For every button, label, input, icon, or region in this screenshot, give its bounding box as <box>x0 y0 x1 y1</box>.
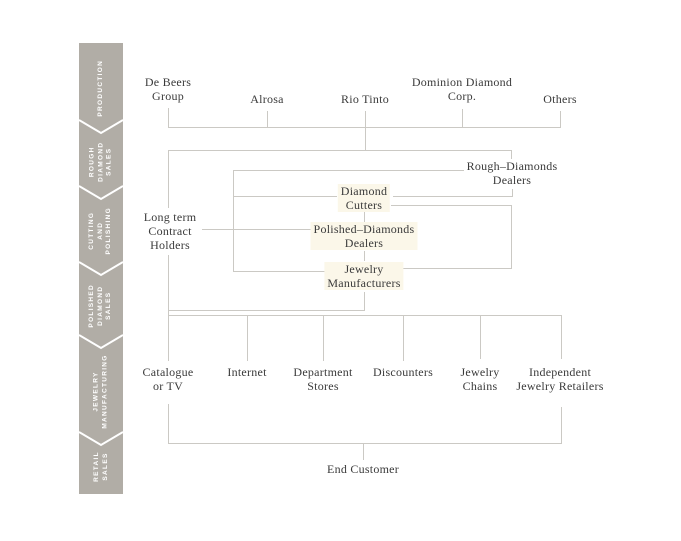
node-label-line: Catalogue <box>142 365 194 379</box>
node-label-line: Group <box>152 89 184 103</box>
node-catalogue-or-tv: Catalogue or TV <box>143 365 194 393</box>
node-label-line: Rio Tinto <box>341 92 389 106</box>
line-discounters-drop <box>403 315 404 361</box>
chevron-divider-icon <box>79 334 123 350</box>
node-label-line: Jewelry <box>460 365 500 379</box>
node-label-line: Independent <box>528 365 592 379</box>
node-label-line: Dealers <box>492 173 532 187</box>
node-de-beers-group: De Beers Group <box>145 75 191 103</box>
chevron-divider-icon <box>79 261 123 277</box>
line-polished-to-jewelry <box>364 251 365 261</box>
line-producers-bus <box>168 127 561 128</box>
node-label-line: or TV <box>152 379 184 393</box>
node-independent-jewelry-retailers: Independent Jewelry Retailers <box>516 365 603 393</box>
chevron-divider-icon <box>79 119 123 135</box>
stage-bar-body <box>79 43 123 494</box>
line-catalogue-drop <box>168 315 169 361</box>
node-label-line: Corp. <box>447 89 477 103</box>
node-label-line: Polished–Diamonds <box>313 222 415 236</box>
line-department-drop <box>323 315 324 361</box>
line-riotinto-drop <box>365 111 366 127</box>
node-rio-tinto: Rio Tinto <box>341 92 389 106</box>
line-independent-drop <box>561 315 562 359</box>
node-others: Others <box>543 92 577 106</box>
line-dominion-drop <box>462 109 463 127</box>
line-internet-drop <box>247 315 248 361</box>
node-label-line: Dealers <box>344 236 384 250</box>
node-label-line: Jewelry Retailers <box>516 379 604 393</box>
node-dominion-diamond-corp: Dominion Diamond Corp. <box>412 75 512 103</box>
node-label-line: End Customer <box>327 462 399 476</box>
node-internet: Internet <box>227 365 266 379</box>
line-to-rough-dealers <box>511 150 512 159</box>
line-bus-center-drop <box>365 127 366 150</box>
line-retail-bus <box>168 315 562 316</box>
node-label-line: Dominion Diamond <box>411 75 513 89</box>
line-wholesale-bus <box>168 310 365 311</box>
node-label-line: Department <box>293 365 353 379</box>
line-cutters-to-polished <box>364 210 365 222</box>
node-diamond-cutters: Diamond Cutters <box>337 184 391 212</box>
node-label-line: Alrosa <box>250 92 284 106</box>
node-label-line: Contract <box>148 224 192 238</box>
node-end-customer: End Customer <box>327 462 399 476</box>
line-alrosa-drop <box>267 111 268 127</box>
line-customer-drop <box>363 443 364 460</box>
line-debeers-drop <box>168 108 169 127</box>
line-contract-holders-down <box>168 255 169 315</box>
node-discounters: Discounters <box>373 365 433 379</box>
line-manufacturers-down <box>364 292 365 310</box>
line-box-top <box>233 170 464 171</box>
node-label-line: Cutters <box>345 198 383 212</box>
node-label-line: Internet <box>227 365 267 379</box>
node-department-stores: Department Stores <box>293 365 352 393</box>
node-label-line: Diamond <box>340 184 388 198</box>
node-label-line: Others <box>543 92 577 106</box>
line-others-drop <box>560 111 561 127</box>
line-dealers-to-cutters <box>393 196 513 197</box>
line-jewelry-left <box>233 271 333 272</box>
node-label-line: Rough–Diamonds <box>466 159 558 173</box>
node-alrosa: Alrosa <box>250 92 284 106</box>
node-label-line: Holders <box>150 238 190 252</box>
line-jewelry-right <box>397 268 512 269</box>
line-cutters-to-box <box>233 196 337 197</box>
line-box-left <box>233 170 234 271</box>
node-label-line: Stores <box>307 379 339 393</box>
line-rough-sales-split <box>168 150 512 151</box>
stage-arrow-bar <box>79 43 123 494</box>
line-customer-bus <box>168 443 562 444</box>
chevron-divider-icon <box>79 431 123 447</box>
node-label-line: Manufacturers <box>327 276 401 290</box>
node-label-line: Chains <box>462 379 498 393</box>
node-jewelry-chains: Jewelry Chains <box>460 365 499 393</box>
chevron-divider-icon <box>79 185 123 201</box>
node-label-line: De Beers <box>144 75 192 89</box>
line-chains-drop <box>480 315 481 359</box>
line-to-contract-holders <box>168 150 169 208</box>
line-independent-to-customer <box>561 407 562 443</box>
line-cutters-right <box>391 205 512 206</box>
node-label-line: Discounters <box>372 365 434 379</box>
node-jewelry-manufacturers: Jewelry Manufacturers <box>324 262 404 290</box>
node-polished-diamonds-dealers: Polished–Diamonds Dealers <box>310 222 418 250</box>
node-long-term-contract-holders: Long term Contract Holders <box>144 210 197 252</box>
node-label-line: Jewelry <box>344 262 384 276</box>
node-rough-diamonds-dealers: Rough–Diamonds Dealers <box>467 159 558 187</box>
line-box-right <box>511 205 512 269</box>
line-catalogue-to-customer <box>168 404 169 443</box>
line-contract-to-polished <box>202 229 316 230</box>
node-label-line: Long term <box>143 210 197 224</box>
line-dealers-stub <box>512 189 513 196</box>
